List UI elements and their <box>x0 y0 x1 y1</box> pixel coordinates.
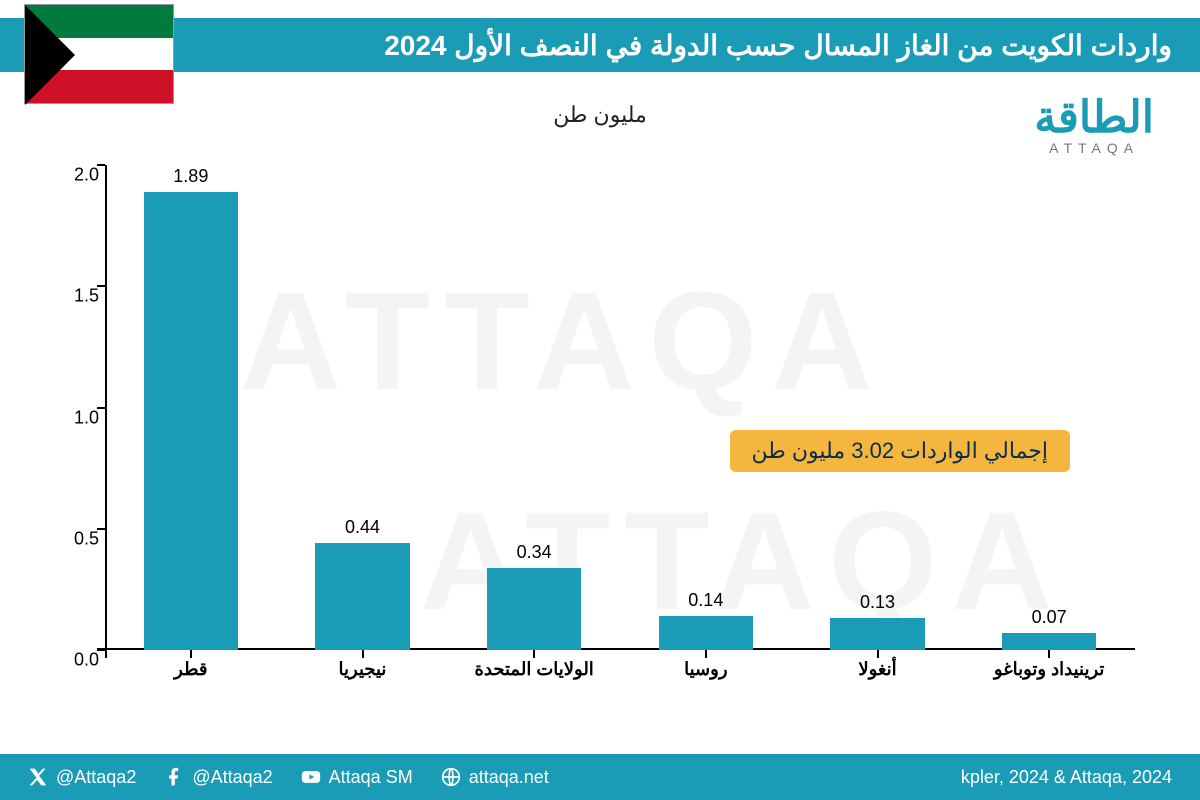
bar: 0.07 <box>1002 633 1096 650</box>
y-tick-mark <box>97 407 105 409</box>
social-handle: Attaqa SM <box>329 767 413 788</box>
y-tick-label: 0.0 <box>59 650 99 671</box>
bar: 0.44 <box>315 543 409 650</box>
y-axis-title: مليون طن <box>0 102 1200 128</box>
total-imports-badge: إجمالي الواردات 3.02 مليون طن <box>730 430 1070 472</box>
bar-chart: 0.00.51.01.52.01.89قطر0.44نيجيريا0.34الو… <box>105 165 1135 690</box>
x-tick-mark <box>877 650 879 658</box>
social-x[interactable]: @Attaqa2 <box>28 767 136 788</box>
x-category-label: ترينيداد وتوباغو <box>963 659 1135 680</box>
x-category-label: الولايات المتحدة <box>448 659 620 680</box>
bar: 0.14 <box>659 616 753 650</box>
footer-bar: @Attaqa2 @Attaqa2 Attaqa SM attaqa.net kple… <box>0 754 1200 800</box>
x-category-label: أنغولا <box>792 659 964 680</box>
social-handle: attaqa.net <box>469 767 549 788</box>
bar-value-label: 1.89 <box>144 166 238 187</box>
social-handle: @Attaqa2 <box>192 767 272 788</box>
social-web[interactable]: attaqa.net <box>441 767 549 788</box>
social-links: @Attaqa2 @Attaqa2 Attaqa SM attaqa.net <box>28 767 549 788</box>
bar-value-label: 0.34 <box>487 542 581 563</box>
bar-value-label: 0.13 <box>830 592 924 613</box>
y-tick-label: 0.5 <box>59 528 99 549</box>
y-tick-label: 1.0 <box>59 407 99 428</box>
header-bar: واردات الكويت من الغاز المسال حسب الدولة… <box>0 18 1200 72</box>
x-category-label: قطر <box>105 659 277 680</box>
bar: 1.89 <box>144 192 238 650</box>
y-axis-line <box>105 165 107 658</box>
bar: 0.13 <box>830 618 924 650</box>
y-tick-label: 1.5 <box>59 286 99 307</box>
x-category-label: روسيا <box>620 659 792 680</box>
x-tick-mark <box>705 650 707 658</box>
y-tick-mark <box>97 528 105 530</box>
bar-value-label: 0.44 <box>315 517 409 538</box>
x-category-label: نيجيريا <box>277 659 449 680</box>
x-tick-mark <box>190 650 192 658</box>
social-facebook[interactable]: @Attaqa2 <box>164 767 272 788</box>
logo-latin: ATTAQA <box>1034 140 1154 156</box>
social-youtube[interactable]: Attaqa SM <box>301 767 413 788</box>
x-axis-line <box>97 648 1135 650</box>
social-handle: @Attaqa2 <box>56 767 136 788</box>
x-tick-mark <box>533 650 535 658</box>
bar: 0.34 <box>487 568 581 650</box>
chart-title: واردات الكويت من الغاز المسال حسب الدولة… <box>384 29 1172 62</box>
source-text: kpler, 2024 & Attaqa, 2024 <box>961 767 1172 788</box>
kuwait-flag <box>24 4 174 104</box>
bar-value-label: 0.14 <box>659 590 753 611</box>
y-tick-mark <box>97 285 105 287</box>
y-tick-label: 2.0 <box>59 165 99 186</box>
bar-value-label: 0.07 <box>1002 607 1096 628</box>
x-tick-mark <box>362 650 364 658</box>
y-tick-mark <box>97 164 105 166</box>
x-tick-mark <box>1048 650 1050 658</box>
y-tick-mark <box>97 649 105 651</box>
